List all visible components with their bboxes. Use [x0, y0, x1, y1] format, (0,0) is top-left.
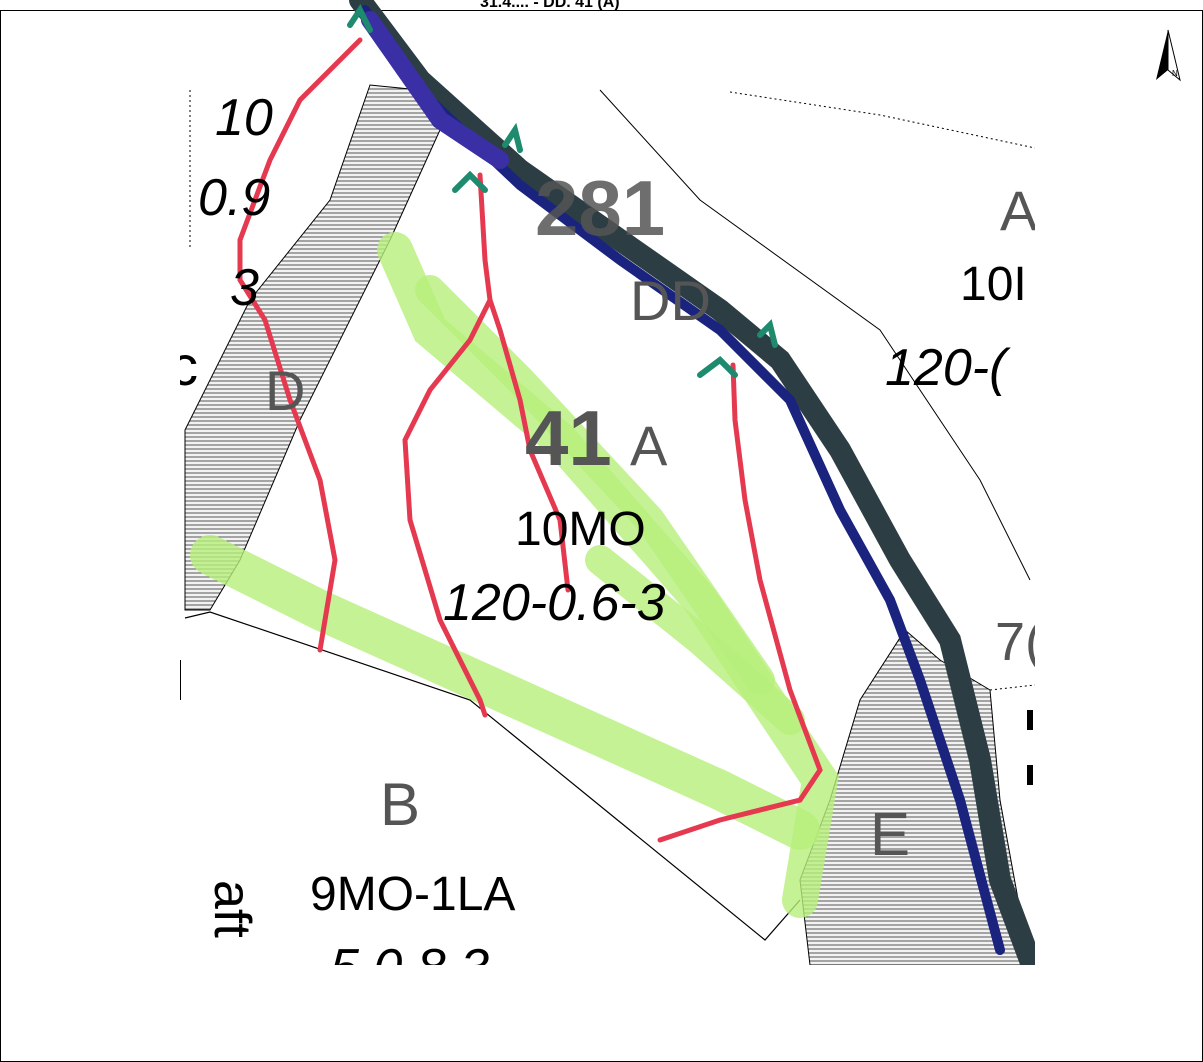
hatched-area-d	[184, 84, 441, 611]
boundary-dotted	[729, 91, 1035, 149]
left-stand-line3: 3	[230, 259, 259, 317]
stand-code-label: 10MO	[515, 503, 646, 556]
access-arrows	[347, 4, 778, 378]
boundary-line	[184, 611, 801, 941]
red-trails	[237, 37, 823, 843]
left-stand-line2: 0.9	[198, 169, 270, 227]
subcompartment-c-label: c	[170, 334, 198, 397]
right-stand-formula: 120-(	[885, 339, 1011, 397]
subcompartment-dd-label: DD	[630, 269, 711, 332]
b-stand-formula: 5 0 8 3	[330, 939, 489, 997]
boundary-dotted	[989, 684, 1035, 691]
compartment-number-label: 41	[525, 394, 612, 482]
b-stand-code: 9MO-1LA	[310, 868, 515, 921]
subcompartment-a-label: A	[1000, 179, 1038, 242]
side-letters-label: aft	[203, 880, 261, 938]
boundary-line	[599, 89, 1031, 581]
map-title: 31.4.... - DD. 41 (A)	[480, 0, 620, 11]
subcompartment-7-label: 7(	[995, 612, 1043, 672]
left-stand-line1: 10	[215, 89, 273, 147]
compartment-letter-label: A	[630, 414, 668, 477]
subcompartment-d-label: D	[265, 359, 305, 422]
subcompartment-b-label: B	[380, 771, 420, 838]
right-stand-code: 10I	[960, 258, 1027, 311]
north-arrow-icon: N	[1156, 29, 1181, 82]
subcompartment-e-label: E	[870, 801, 910, 868]
stand-formula-label: 120-0.6-3	[443, 574, 666, 632]
north-label: N	[1172, 69, 1178, 78]
stand-number-label: 281	[535, 164, 665, 252]
